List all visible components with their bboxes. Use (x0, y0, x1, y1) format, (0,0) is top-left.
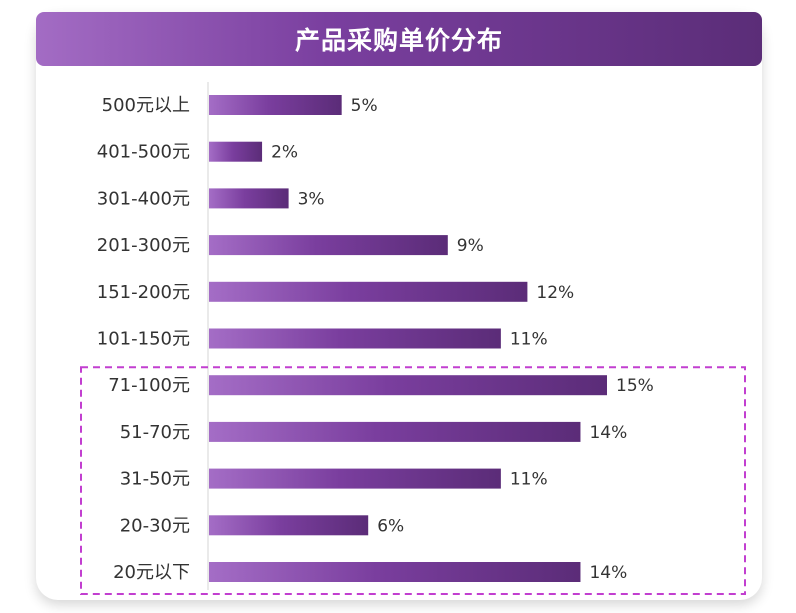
category-label: 20-30元 (120, 515, 190, 536)
bar (209, 281, 528, 302)
category-label: 401-500元 (97, 142, 190, 163)
bar (209, 188, 289, 209)
value-label: 12% (536, 283, 574, 303)
value-label: 15% (616, 376, 654, 396)
category-label: 71-100元 (108, 375, 190, 396)
bar (209, 328, 501, 349)
chart-title: 产品采购单价分布 (294, 26, 503, 55)
category-label: 31-50元 (120, 469, 190, 490)
value-label: 9% (457, 236, 484, 256)
value-label: 2% (271, 143, 298, 163)
bar (209, 141, 263, 162)
category-label: 301-400元 (97, 188, 190, 209)
value-label: 6% (377, 516, 404, 536)
bar (209, 421, 581, 442)
value-label: 14% (589, 423, 627, 443)
chart-card (36, 12, 762, 600)
bar (209, 562, 581, 582)
title-bar: 产品采购单价分布 (36, 12, 762, 66)
category-label: 201-300元 (97, 235, 190, 256)
category-label: 151-200元 (97, 282, 190, 303)
value-label: 5% (351, 96, 378, 116)
value-label: 11% (510, 470, 548, 490)
bar (209, 515, 369, 536)
value-label: 3% (298, 189, 325, 209)
highlight-box (80, 366, 746, 596)
bar (209, 235, 448, 256)
bar (209, 375, 607, 396)
category-label: 20元以下 (113, 562, 190, 583)
value-label: 11% (510, 330, 548, 350)
category-label: 500元以上 (102, 95, 190, 116)
category-label: 101-150元 (97, 329, 190, 350)
bar (209, 95, 342, 115)
bar (209, 468, 501, 489)
value-label: 14% (589, 563, 627, 583)
category-label: 51-70元 (120, 422, 190, 443)
